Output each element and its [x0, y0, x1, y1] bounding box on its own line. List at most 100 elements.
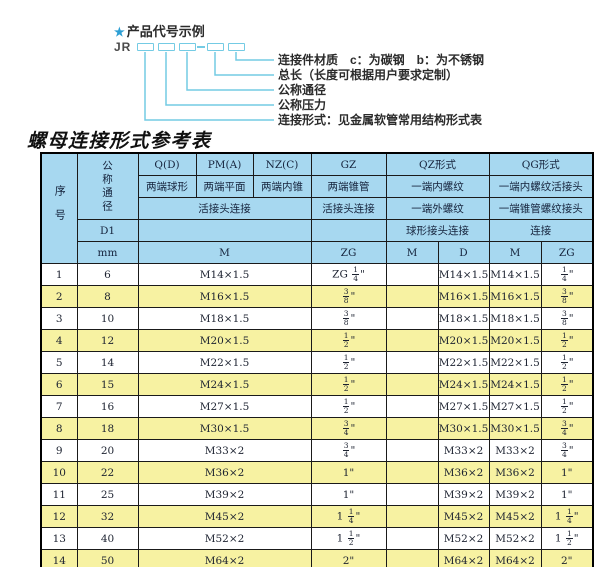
- cell-qg-m: M33×2: [488, 439, 542, 462]
- cell-m: M20×1.5: [137, 329, 312, 352]
- cell-seq: 8: [40, 417, 78, 440]
- cell-qz-d: M33×2: [437, 439, 490, 462]
- cell-qz-m: [385, 351, 439, 374]
- cell-qz-m: [385, 373, 439, 396]
- connector-line-4: [214, 52, 274, 76]
- cell-m: M30×1.5: [137, 417, 312, 440]
- connector-line-3: [186, 52, 274, 91]
- cell-seq: 14: [40, 549, 78, 567]
- cell-dn: 14: [76, 351, 139, 374]
- header-qz-desc1: 一端内螺纹: [385, 175, 490, 198]
- cell-qg-m: M22×1.5: [488, 351, 542, 374]
- cell-qg-zg: 1 2 ": [540, 395, 594, 418]
- cell-qg-zg: 1": [540, 461, 594, 484]
- cell-gz: 3 8 ": [310, 307, 387, 330]
- cell-gz: 3 4 ": [310, 439, 387, 462]
- cell-qg-zg: 3 4 ": [540, 439, 594, 462]
- cell-qg-m: M24×1.5: [488, 373, 542, 396]
- cell-qg-zg: 1 1 4 ": [540, 505, 594, 528]
- cell-m: M24×1.5: [137, 373, 312, 396]
- cell-gz: 1 2 ": [310, 329, 387, 352]
- cell-qg-zg: 1 2 ": [540, 329, 594, 352]
- cell-m: M16×1.5: [137, 285, 312, 308]
- product-code-diagram: ★ 产品代号示例 JR 连接件材质 c：为碳钢 b：为不锈钢 总长（长度可根据用户…: [0, 0, 600, 130]
- star-icon: ★: [114, 25, 125, 39]
- header-qz-d-unit: D: [437, 241, 490, 264]
- cell-qg-zg: 1": [540, 483, 594, 506]
- cell-qg-zg: 2": [540, 549, 594, 567]
- cell-gz: 1 2 ": [310, 373, 387, 396]
- cell-qz-m: [385, 505, 439, 528]
- cell-qz-m: [385, 307, 439, 330]
- connector-lines: [144, 52, 274, 121]
- table-row: 8 18 M30×1.5 3 4 " M30×1.5 M30×1.5 3 4 ": [40, 417, 594, 440]
- header-gz-desc: 两端锥管: [310, 175, 387, 198]
- cell-dn: 25: [76, 483, 139, 506]
- cell-qz-d: M27×1.5: [437, 395, 490, 418]
- cell-seq: 12: [40, 505, 78, 528]
- header-mm: mm: [76, 241, 139, 264]
- cell-qz-d: M20×1.5: [437, 329, 490, 352]
- table-row: 3 10 M18×1.5 3 8 " M18×1.5 M18×1.5 3 8 ": [40, 307, 594, 330]
- cell-qz-d: M16×1.5: [437, 285, 490, 308]
- cell-dn: 6: [76, 263, 139, 286]
- connector-line-1: [144, 52, 274, 121]
- table-row: 10 22 M36×2 1" M36×2 M36×2 1": [40, 461, 594, 484]
- cell-dn: 8: [76, 285, 139, 308]
- cell-qz-d: M39×2: [437, 483, 490, 506]
- header-m-unit: M: [137, 241, 312, 264]
- header-col-qz: QZ形式: [385, 152, 490, 176]
- cell-gz: 1 2 ": [310, 351, 387, 374]
- header-dn: 公称通径: [76, 152, 139, 220]
- cell-gz: 1": [310, 461, 387, 484]
- cell-qg-m: M52×2: [488, 527, 542, 550]
- header-col-q: Q(D): [137, 152, 197, 176]
- cell-m: M64×2: [137, 549, 312, 567]
- header-d1: D1: [76, 219, 139, 242]
- header-qg-zg-unit: ZG: [540, 241, 594, 264]
- cell-m: M22×1.5: [137, 351, 312, 374]
- cell-qg-zg: 1 1 2 ": [540, 527, 594, 550]
- cell-m: M18×1.5: [137, 307, 312, 330]
- header-qz-desc2: 一端外螺纹: [385, 197, 490, 220]
- header-q-desc: 两端球形: [137, 175, 197, 198]
- cell-qg-m: M39×2: [488, 483, 542, 506]
- header-zg-unit: ZG: [310, 241, 387, 264]
- cell-gz: 1 1 2 ": [310, 527, 387, 550]
- cell-qz-m: [385, 483, 439, 506]
- connector-line-2: [165, 52, 274, 106]
- cell-qz-m: [385, 263, 439, 286]
- header-col-nz: NZ(C): [252, 152, 312, 176]
- code-box-5: [228, 43, 245, 51]
- code-box-1: [137, 43, 154, 51]
- table-row: 13 40 M52×2 1 1 2 " M52×2 M52×2 1 1 2 ": [40, 527, 594, 550]
- cell-dn: 16: [76, 395, 139, 418]
- cell-gz: ZG 1 4 ": [310, 263, 387, 286]
- cell-qz-m: [385, 329, 439, 352]
- code-dash: [197, 46, 205, 48]
- cell-m: M52×2: [137, 527, 312, 550]
- cell-qg-zg: 1 2 ": [540, 373, 594, 396]
- table-row: 7 16 M27×1.5 1 2 " M27×1.5 M27×1.5 1 2 ": [40, 395, 594, 418]
- cell-qz-d: M45×2: [437, 505, 490, 528]
- cell-qg-m: M18×1.5: [488, 307, 542, 330]
- cell-qg-m: M30×1.5: [488, 417, 542, 440]
- code-box-2: [158, 43, 175, 51]
- header-qg-conn: 连接: [488, 219, 594, 242]
- cell-seq: 6: [40, 373, 78, 396]
- cell-gz: 3 4 ": [310, 417, 387, 440]
- cell-dn: 12: [76, 329, 139, 352]
- cell-qg-m: M64×2: [488, 549, 542, 567]
- cell-gz: 3 8 ": [310, 285, 387, 308]
- diagram-label-conn-form: 连接形式：见金属软管常用结构形式表: [278, 113, 483, 127]
- cell-seq: 2: [40, 285, 78, 308]
- cell-seq: 1: [40, 263, 78, 286]
- cell-dn: 50: [76, 549, 139, 567]
- header-qg-desc2: 一端锥管螺纹接头: [488, 197, 594, 220]
- header-qz-m-unit: M: [385, 241, 439, 264]
- cell-seq: 4: [40, 329, 78, 352]
- connector-line-5: [235, 52, 274, 61]
- cell-qg-zg: 3 8 ": [540, 307, 594, 330]
- cell-qg-zg: 1 2 ": [540, 351, 594, 374]
